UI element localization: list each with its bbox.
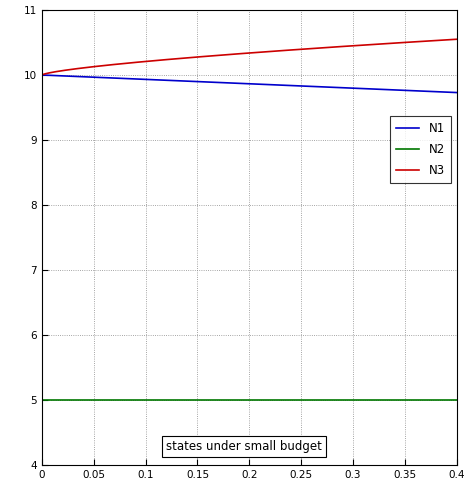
N2: [239, 397, 244, 403]
N1: [264, 82, 269, 87]
N2: [454, 397, 459, 403]
N3: [454, 36, 459, 43]
N1: [39, 72, 45, 78]
N2: [379, 397, 384, 403]
N1: [379, 86, 384, 92]
Line: N3: N3: [42, 40, 457, 75]
Legend: N1, N2, N3: N1, N2, N3: [390, 116, 451, 184]
Line: N1: N1: [42, 75, 457, 92]
N3: [264, 48, 269, 54]
N2: [236, 397, 242, 403]
N3: [444, 37, 450, 43]
N3: [286, 47, 292, 53]
N3: [379, 41, 384, 47]
N2: [39, 397, 45, 403]
N3: [39, 72, 45, 78]
Text: states under small budget: states under small budget: [166, 440, 322, 454]
N2: [286, 397, 292, 403]
N2: [444, 397, 450, 403]
N1: [239, 80, 244, 86]
N1: [286, 82, 292, 88]
N3: [236, 51, 242, 57]
N1: [444, 89, 450, 95]
N2: [264, 397, 269, 403]
N1: [454, 90, 459, 96]
N1: [236, 80, 242, 86]
N3: [239, 50, 244, 56]
